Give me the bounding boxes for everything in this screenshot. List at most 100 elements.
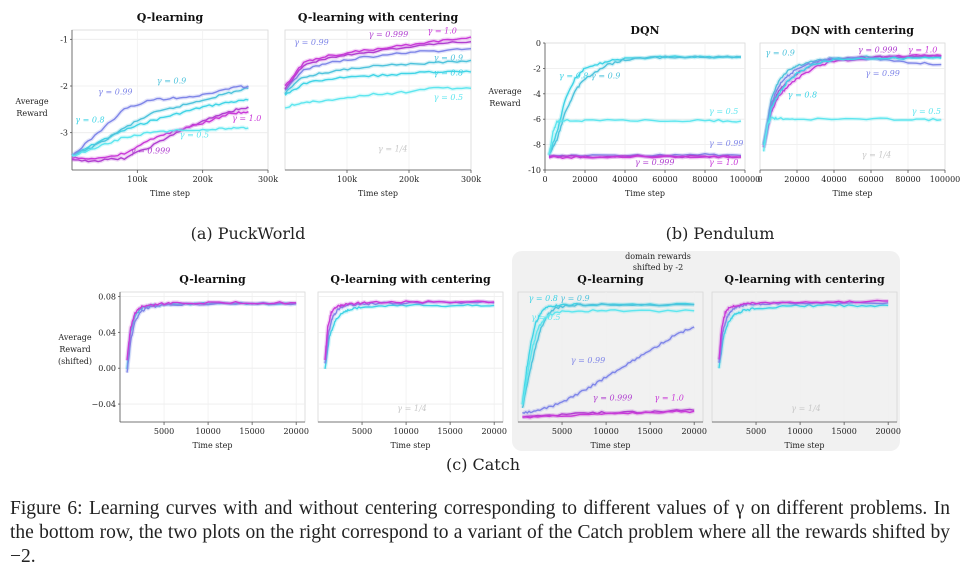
puckworld-qc-gamma-label: γ = 0.5 bbox=[434, 93, 463, 102]
pendulum-dqn-gamma-label: γ = 0.5 bbox=[709, 107, 738, 116]
catch-shifted-q-series-line bbox=[521, 309, 695, 405]
pendulum-dqn-series-band bbox=[547, 117, 742, 156]
shift-note-line2: shifted by -2 bbox=[633, 263, 683, 272]
pendulum-dqn-gamma-label: γ = 1.0 bbox=[709, 158, 738, 167]
subcaption-catch: (c) Catch bbox=[446, 455, 520, 474]
pendulum-dqnc-gamma-label: γ = 0.8 bbox=[788, 91, 817, 100]
puckworld-q-gamma-label: γ = 0.99 bbox=[98, 87, 132, 96]
puckworld-q-gamma-label: γ = 0.5 bbox=[180, 130, 209, 139]
catch-shifted-q-xtick-label: 15000 bbox=[637, 427, 662, 436]
catch-q-series-band bbox=[125, 300, 297, 370]
catch-shifted-q-panel: 5000 10000 15000 20000 Q-learning Time step γ … bbox=[517, 273, 707, 450]
catch-shifted-q-gamma-label: γ = 0.9 bbox=[560, 294, 589, 303]
puckworld-qc-gamma-label: γ = 0.8 bbox=[434, 69, 463, 78]
puckworld-qc-series-line bbox=[284, 70, 472, 96]
puckworld-q-series-line bbox=[71, 98, 249, 157]
shift-note-line1: domain rewards bbox=[625, 252, 691, 261]
subcaption-pendulum: (b) Pendulum bbox=[666, 224, 775, 243]
catch-shifted-q-xtick-label: 20000 bbox=[681, 427, 706, 436]
catch-qc-title: Q-learning with centering bbox=[330, 273, 491, 286]
catch-q-series-line bbox=[126, 302, 297, 373]
puckworld-q-xtick-label: 300k bbox=[258, 175, 278, 184]
catch-shifted-q-gamma-label: γ = 0.99 bbox=[571, 356, 605, 365]
pendulum-ylabel-line2: Reward bbox=[489, 99, 520, 108]
pendulum-dqnc-panel: 0 20000 40000 60000 80000 100000 DQN with cent… bbox=[757, 24, 960, 198]
catch-qc-xtick-label: 15000 bbox=[437, 427, 462, 436]
pendulum-dqnc-series-line bbox=[763, 56, 942, 146]
pendulum-dqn-ytick-label: -4 bbox=[533, 90, 541, 99]
pendulum-dqn-xtick-label: 40000 bbox=[612, 175, 637, 184]
pendulum-dqn-ytick-label: -6 bbox=[533, 115, 541, 124]
catch-ylabel-line3: (shifted) bbox=[58, 357, 92, 366]
catch-q-ytick-label: 0.00 bbox=[98, 364, 116, 373]
puckworld-qc-series-line bbox=[284, 41, 472, 90]
pendulum-dqnc-series-line bbox=[763, 56, 942, 146]
catch-q-series-line bbox=[126, 301, 297, 370]
puckworld-q-series-line bbox=[71, 106, 249, 163]
catch-shifted-q-gamma-label: γ = 0.5 bbox=[531, 313, 560, 322]
catch-q-panel: 0.08 0.04 0.00 −0.04 5000 10000 15000 20000 Q-le… bbox=[91, 273, 308, 450]
pendulum-dqnc-title: DQN with centering bbox=[791, 24, 914, 37]
catch-q-series-band bbox=[125, 300, 297, 373]
pendulum-dqn-title: DQN bbox=[630, 24, 659, 37]
catch-qc-gamma-label: γ = 1/4 bbox=[397, 404, 426, 413]
pendulum-dqnc-series-band bbox=[761, 115, 942, 152]
catch-qc-xtick-label: 10000 bbox=[393, 427, 418, 436]
pendulum-dqn-gamma-label: γ = 0.99 bbox=[709, 139, 743, 148]
puckworld-q-ytick-label: -1 bbox=[60, 35, 68, 44]
puckworld-q-ytick-label: -2 bbox=[60, 82, 68, 91]
pendulum-dqnc-gamma-label: γ = 0.99 bbox=[865, 69, 899, 78]
pendulum-dqn-series-line bbox=[548, 55, 742, 156]
catch-shifted-qc-panel: 5000 10000 15000 20000 Q-learning with cente… bbox=[711, 273, 901, 450]
catch-q-xtick-label: 20000 bbox=[283, 427, 308, 436]
catch-q-series-band bbox=[125, 299, 297, 361]
puckworld-q-xtick-label: 200k bbox=[193, 175, 213, 184]
plots-layer: -1 -2 -3 100k 200k 300k Q-learning Time step γ =… bbox=[60, 11, 960, 450]
pendulum-dqnc-xtick-label: 0 bbox=[757, 175, 762, 184]
catch-shifted-q-gamma-label: γ = 0.8 bbox=[529, 294, 558, 303]
puckworld-q-panel: -1 -2 -3 100k 200k 300k Q-learning Time step γ =… bbox=[60, 11, 278, 198]
catch-shifted-q-xtick-label: 5000 bbox=[552, 427, 572, 436]
catch-q-xlabel: Time step bbox=[193, 441, 233, 450]
pendulum-dqnc-gamma-label: γ = 0.9 bbox=[766, 49, 795, 58]
pendulum-dqn-gamma-label: γ = 0.8 bbox=[559, 72, 588, 81]
catch-q-ytick-label: 0.08 bbox=[98, 292, 116, 301]
puckworld-q-xtick-label: 100k bbox=[127, 175, 147, 184]
pendulum-dqn-panel: 0-2-4-6-8-100 20000 40000 60000 80000 100000D… bbox=[528, 24, 760, 198]
puckworld-q-xlabel: Time step bbox=[150, 189, 190, 198]
figure-caption: Figure 6: Learning curves with and witho… bbox=[10, 498, 950, 567]
pendulum-dqn-ytick-label: -2 bbox=[533, 64, 541, 73]
puckworld-ylabel-line1: Average bbox=[14, 97, 48, 106]
pendulum-dqn-xtick-label: 20000 bbox=[572, 175, 597, 184]
pendulum-dqn-xlabel: Time step bbox=[625, 189, 665, 198]
catch-shifted-qc-series-line bbox=[718, 299, 889, 360]
pendulum-dqnc-gamma-label: γ = 1.0 bbox=[908, 46, 937, 55]
puckworld-qc-series-line bbox=[284, 48, 472, 91]
puckworld-qc-gamma-label: γ = 1/4 bbox=[378, 144, 407, 153]
pendulum-dqnc-gamma-label: γ = 0.999 bbox=[858, 46, 897, 55]
catch-shifted-q-xlabel: Time step bbox=[591, 441, 631, 450]
catch-shifted-q-title: Q-learning bbox=[577, 273, 644, 286]
catch-shifted-q-series-line bbox=[522, 326, 695, 414]
catch-q-xtick-label: 15000 bbox=[239, 427, 264, 436]
pendulum-dqn-ytick-label: 0 bbox=[536, 39, 541, 48]
catch-qc-series-line bbox=[324, 303, 495, 370]
puckworld-q-gamma-label: γ = 0.8 bbox=[75, 115, 104, 124]
pendulum-dqnc-xtick-label: 100000 bbox=[930, 175, 960, 184]
subcaption-puckworld: (a) PuckWorld bbox=[191, 224, 306, 243]
catch-qc-xlabel: Time step bbox=[391, 441, 431, 450]
pendulum-dqn-series-line bbox=[548, 118, 742, 156]
pendulum-dqn-series-line bbox=[548, 155, 742, 159]
pendulum-dqn-xtick-label: 0 bbox=[542, 175, 547, 184]
catch-shifted-q-xtick-label: 10000 bbox=[593, 427, 618, 436]
puckworld-qc-xtick-label: 100k bbox=[337, 175, 357, 184]
catch-shifted-q-gamma-label: γ = 1.0 bbox=[655, 393, 684, 402]
pendulum-dqn-gamma-label: γ = 0.9 bbox=[591, 72, 620, 81]
puckworld-q-series-line bbox=[71, 126, 249, 157]
catch-ylabel-line1: Average bbox=[57, 333, 91, 342]
catch-shifted-qc-xtick-label: 5000 bbox=[746, 427, 766, 436]
puckworld-qc-series-line bbox=[284, 59, 472, 95]
puckworld-qc-gamma-label: γ = 1.0 bbox=[428, 27, 457, 36]
catch-q-xtick-label: 10000 bbox=[195, 427, 220, 436]
puckworld-qc-gamma-label: γ = 0.9 bbox=[434, 53, 463, 62]
